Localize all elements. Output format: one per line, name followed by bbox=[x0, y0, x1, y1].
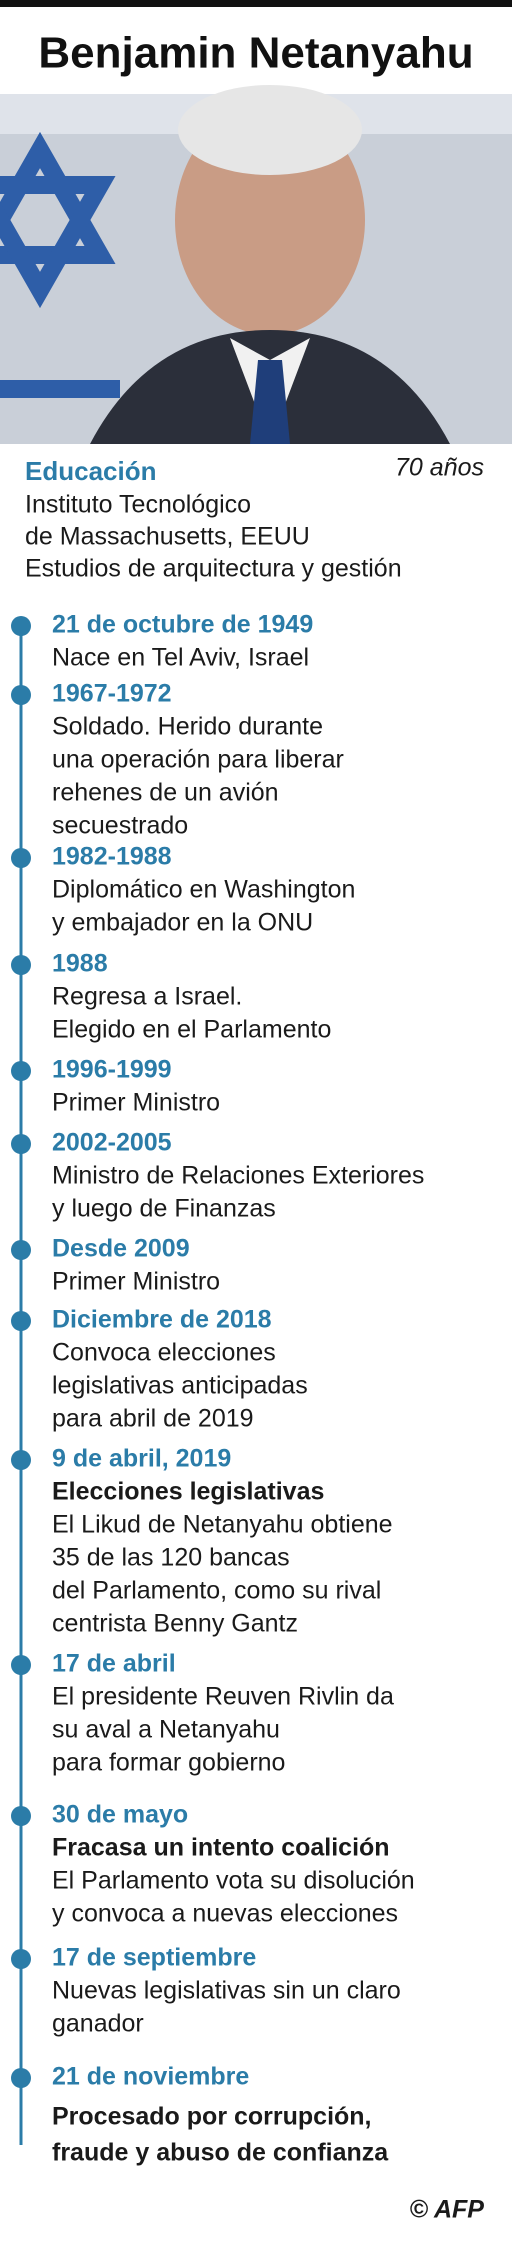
event-line: Primer Ministro bbox=[52, 1089, 220, 1117]
education-line: de Massachusetts, EEUU bbox=[25, 523, 310, 551]
event-date: 21 de noviembre bbox=[52, 2063, 249, 2091]
event-date: 2002-2005 bbox=[52, 1129, 172, 1157]
event-line: ganador bbox=[52, 2010, 144, 2038]
event-subtitle: Elecciones legislativas bbox=[52, 1478, 324, 1506]
timeline-dot bbox=[11, 1311, 31, 1331]
event-line: su aval a Netanyahu bbox=[52, 1716, 280, 1744]
timeline-dot bbox=[11, 955, 31, 975]
event-line: y luego de Finanzas bbox=[52, 1195, 276, 1223]
event-subtitle: Procesado por corrupción, bbox=[52, 2103, 372, 2131]
event-date: 30 de mayo bbox=[52, 1801, 188, 1829]
event-line: para formar gobierno bbox=[52, 1749, 285, 1777]
event-date: 1982-1988 bbox=[52, 843, 172, 871]
event-line: Elegido en el Parlamento bbox=[52, 1016, 331, 1044]
top-rule bbox=[0, 0, 512, 7]
event-line: Nuevas legislativas sin un claro bbox=[52, 1977, 401, 2005]
event-date: Desde 2009 bbox=[52, 1235, 190, 1263]
event-line: secuestrado bbox=[52, 812, 188, 840]
event-line: y embajador en la ONU bbox=[52, 909, 313, 937]
title: Benjamin Netanyahu bbox=[38, 29, 473, 78]
event-line: El Parlamento vota su disolución bbox=[52, 1867, 415, 1895]
timeline-dot bbox=[11, 1949, 31, 1969]
timeline-dot bbox=[11, 1134, 31, 1154]
timeline-dot bbox=[11, 2068, 31, 2088]
event-line: para abril de 2019 bbox=[52, 1405, 254, 1433]
portrait-photo bbox=[0, 85, 512, 444]
event-subtitle: Fracasa un intento coalición bbox=[52, 1834, 390, 1862]
event-line: una operación para liberar bbox=[52, 746, 344, 774]
event-line: Regresa a Israel. bbox=[52, 983, 242, 1011]
event-line: Primer Ministro bbox=[52, 1268, 220, 1296]
age: 70 años bbox=[395, 454, 484, 482]
timeline-dot bbox=[11, 1806, 31, 1826]
event-line: Soldado. Herido durante bbox=[52, 713, 323, 741]
event-line: Convoca elecciones bbox=[52, 1339, 276, 1367]
timeline-dot bbox=[11, 616, 31, 636]
event-line: centrista Benny Gantz bbox=[52, 1610, 298, 1638]
timeline-dot bbox=[11, 1655, 31, 1675]
timeline-dot bbox=[11, 1061, 31, 1081]
education-line: Instituto Tecnológico bbox=[25, 491, 251, 519]
timeline-dot bbox=[11, 1240, 31, 1260]
event-line: Diplomático en Washington bbox=[52, 876, 355, 904]
education-label: Educación bbox=[25, 456, 156, 486]
event-date: 21 de octubre de 1949 bbox=[52, 611, 313, 639]
event-line: El Likud de Netanyahu obtiene bbox=[52, 1511, 393, 1539]
timeline-dot bbox=[11, 848, 31, 868]
timeline-dot bbox=[11, 685, 31, 705]
event-date: Diciembre de 2018 bbox=[52, 1306, 272, 1334]
event-date: 17 de septiembre bbox=[52, 1944, 256, 1972]
event-date: 17 de abril bbox=[52, 1650, 176, 1678]
event-subtitle: fraude y abuso de confianza bbox=[52, 2139, 389, 2167]
event-line: 35 de las 120 bancas bbox=[52, 1544, 290, 1572]
event-line: Nace en Tel Aviv, Israel bbox=[52, 644, 309, 672]
education-line: Estudios de arquitectura y gestión bbox=[25, 555, 402, 583]
event-date: 1988 bbox=[52, 950, 108, 978]
event-date: 9 de abril, 2019 bbox=[52, 1445, 231, 1473]
event-line: y convoca a nuevas elecciones bbox=[52, 1900, 398, 1928]
event-line: El presidente Reuven Rivlin da bbox=[52, 1683, 394, 1711]
timeline-dot bbox=[11, 1450, 31, 1470]
event-date: 1967-1972 bbox=[52, 680, 172, 708]
credit: © AFP bbox=[410, 2196, 485, 2224]
event-line: legislativas anticipadas bbox=[52, 1372, 308, 1400]
event-line: rehenes de un avión bbox=[52, 779, 279, 807]
event-line: del Parlamento, como su rival bbox=[52, 1577, 381, 1605]
event-date: 1996-1999 bbox=[52, 1056, 172, 1084]
event-line: Ministro de Relaciones Exteriores bbox=[52, 1162, 424, 1190]
